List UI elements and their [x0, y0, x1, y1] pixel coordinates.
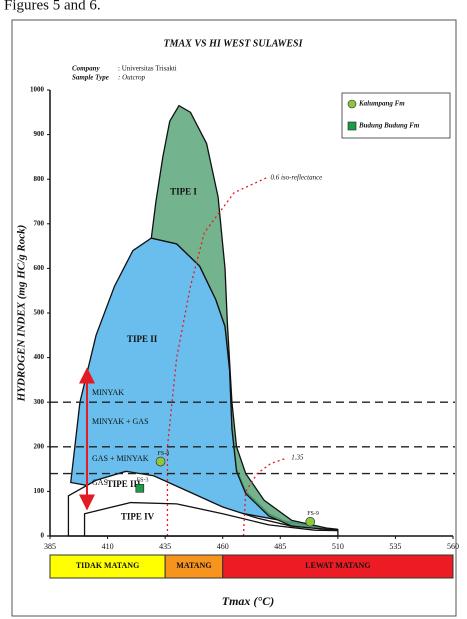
x-tick-label: 535	[389, 542, 401, 551]
legend-marker	[347, 99, 357, 109]
iso-line-label: 1.35	[291, 454, 304, 462]
region-label: TIPE III	[107, 479, 141, 489]
company-label: Company	[72, 65, 101, 73]
legend-marker	[347, 121, 357, 131]
y-tick-label: 600	[34, 264, 45, 272]
region-label: TIPE IV	[121, 511, 155, 521]
region-label: TIPE I	[170, 187, 197, 197]
y-tick-label: 200	[34, 442, 45, 450]
x-tick-label: 410	[102, 542, 114, 551]
maturity-label: TIDAK MATANG	[76, 561, 139, 570]
zone-label: MINYAK	[92, 388, 124, 397]
x-tick-label: 560	[447, 542, 459, 551]
region	[150, 104, 338, 532]
legend-box	[341, 92, 451, 139]
iso-line	[166, 177, 267, 536]
x-tick-label: 510	[332, 542, 344, 551]
page-caption: Figures 5 and 6.	[4, 0, 101, 13]
y-axis-label: HYDROGEN INDEX (mg HC/g Rock)	[16, 225, 28, 403]
maturity-band	[222, 554, 454, 579]
region-label: TIPE II	[127, 334, 158, 344]
y-tick-label: 0	[41, 532, 45, 540]
y-tick-label: 800	[34, 175, 45, 183]
x-tick-label: 385	[44, 542, 56, 551]
sample-type-label: Sample Type	[72, 74, 109, 82]
y-tick-label: 500	[34, 309, 45, 317]
x-tick-label: 435	[159, 542, 171, 551]
x-tick-label: 485	[274, 542, 286, 551]
legend-label: Kalumpang Fm	[358, 100, 405, 108]
point-label: FS-9	[307, 511, 319, 517]
y-tick-label: 900	[34, 130, 45, 138]
y-tick-label: 300	[34, 398, 45, 406]
chart-title: TMAX VS HI WEST SULAWESI	[164, 38, 304, 49]
y-tick-label: 400	[34, 353, 45, 361]
point	[305, 516, 316, 527]
point-label: FS-3	[137, 478, 149, 484]
company: : Universitas Trisakti	[118, 65, 177, 73]
y-tick-label: 1000	[30, 86, 45, 94]
point-label: FS-8	[158, 451, 170, 457]
x-axis-label: Tmax (°C)	[222, 594, 274, 608]
sample-type: : Outcrop	[118, 74, 146, 82]
y-tick-label: 700	[34, 219, 45, 227]
y-tick-label: 100	[34, 487, 45, 495]
maturity-label: MATANG	[176, 561, 211, 570]
point	[155, 456, 166, 467]
point	[135, 483, 145, 493]
frame	[11, 19, 457, 617]
zone-label: GAS + MINYAK	[92, 454, 149, 463]
zone-label: GAS	[92, 478, 108, 487]
maturity-label: LEWAT MATANG	[305, 561, 370, 570]
legend-label: Budung Budung Fm	[358, 122, 420, 130]
x-tick-label: 460	[217, 542, 229, 551]
iso-line	[242, 457, 288, 537]
iso-line-label: 0.6 iso-reflectance	[270, 173, 322, 181]
zone-label: MINYAK + GAS	[92, 417, 149, 426]
